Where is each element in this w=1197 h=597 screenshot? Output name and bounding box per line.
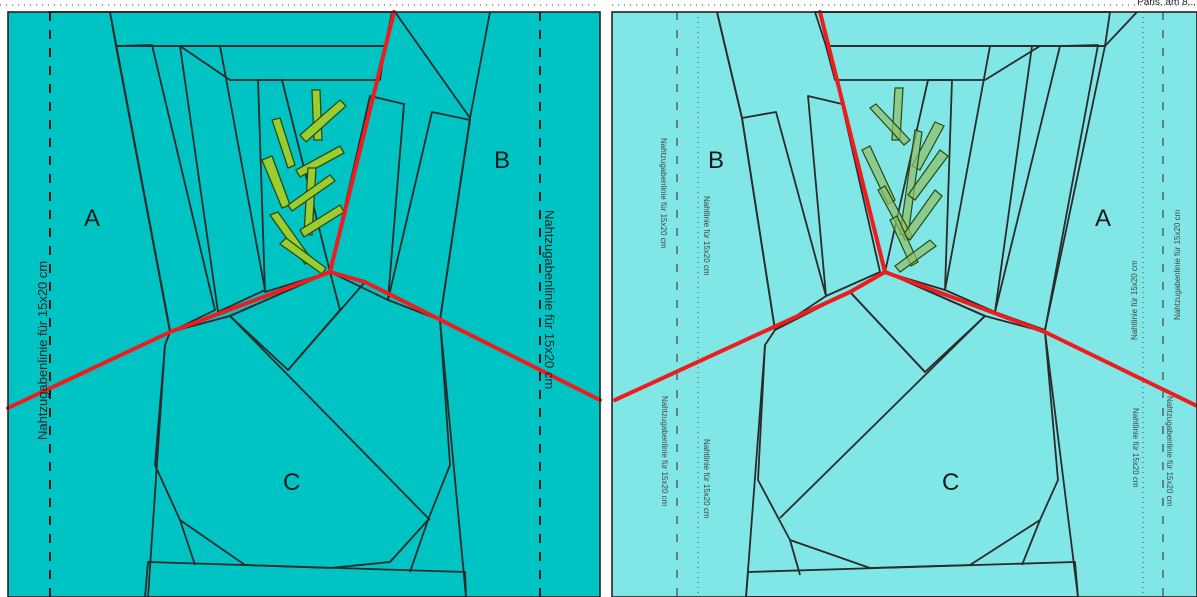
left-bottom-seam-r xyxy=(439,319,467,597)
right-stalk-2 xyxy=(807,95,881,297)
right-fronds xyxy=(861,87,949,273)
left-background xyxy=(8,12,600,597)
right-label-b: B xyxy=(708,147,724,174)
left-panel: Nahtzugabenlinie für 15x20 cm Nahtzugabe… xyxy=(6,10,602,597)
left-frame-piece xyxy=(115,45,386,81)
right-panel: Nahtzugabenlinie für 15x20 cm Nahtlinie … xyxy=(611,10,1197,597)
left-bottom-seam-l xyxy=(147,344,166,597)
left-fronds xyxy=(261,89,347,275)
right-bottom-seam-l xyxy=(745,344,766,597)
left-stalk-1 xyxy=(115,44,216,333)
right-background xyxy=(612,12,1197,597)
right-bulb-seam-2 xyxy=(849,291,926,373)
right-red-section-line-b xyxy=(818,10,887,274)
left-bulb-seam-2 xyxy=(287,281,366,371)
right-tiny-label-7: Nahtlinie für 15x20 cm xyxy=(1131,408,1140,488)
right-tiny-label-8: Nahtzugabenlinie für 15x20 cm xyxy=(1165,396,1174,507)
right-bottom-seam-r2 xyxy=(1021,519,1041,566)
right-tiny-label-4: Nahtlinie für 15x20 cm xyxy=(702,439,711,519)
left-seam-label-right: Nahtzugabenlinie für 15x20 cm xyxy=(542,210,557,389)
left-label-a: A xyxy=(84,205,100,232)
right-frame-piece xyxy=(825,45,1106,81)
right-label-c: C xyxy=(942,469,959,496)
right-tiny-label-1: Nahtzugabenlinie für 15x20 cm xyxy=(659,138,668,249)
right-side-seam-right xyxy=(1044,11,1138,331)
right-bottom-seam-r xyxy=(1044,331,1079,597)
right-bottom-seam-l2 xyxy=(789,539,801,576)
left-seam-right-outer xyxy=(469,11,491,119)
left-seam-label-left: Nahtzugabenlinie für 15x20 cm xyxy=(35,261,50,440)
left-red-section-line-b xyxy=(328,10,396,274)
right-tiny-label-6: Nahtzugabenlinie für 15x20 cm xyxy=(1173,209,1182,320)
left-label-b: B xyxy=(494,147,510,174)
left-bulb-seam-1 xyxy=(229,315,431,521)
right-label-a: A xyxy=(1095,205,1111,232)
corner-text: Paris, am 8... xyxy=(1137,0,1196,8)
right-tiny-label-2: Nahtlinie für 15x20 cm xyxy=(702,196,711,276)
left-border xyxy=(7,11,601,597)
right-side-seam-left-outer xyxy=(716,11,743,119)
left-label-c: C xyxy=(283,469,300,496)
left-bottom-seam-l2 xyxy=(179,519,196,566)
right-tiny-label-5: Nahtlinie für 15x20 cm xyxy=(1130,260,1139,340)
right-bulb-seam-1 xyxy=(779,315,986,519)
left-bottom-piece xyxy=(144,561,467,597)
right-border xyxy=(611,11,1197,597)
right-tiny-label-3: Nahtzugabenlinie für 15x20 cm xyxy=(660,396,669,507)
left-bottom-seam-r2 xyxy=(409,519,429,573)
